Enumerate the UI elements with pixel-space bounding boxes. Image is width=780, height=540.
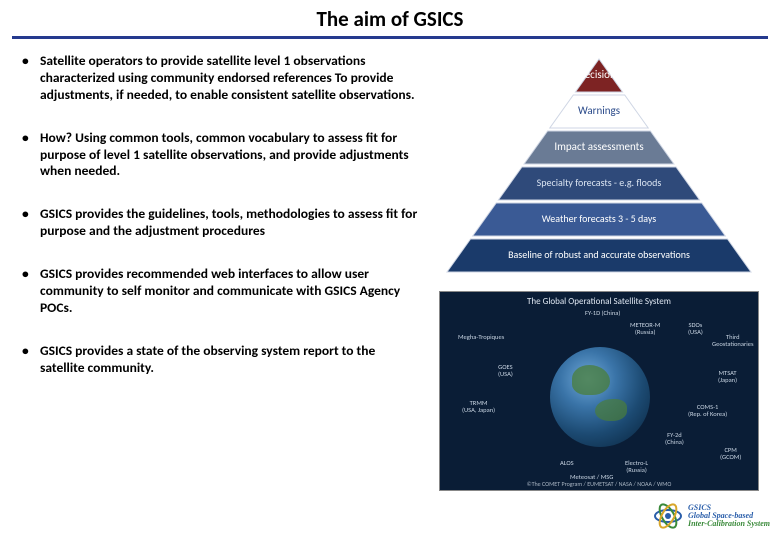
satellite-panel-credit: ©The COMET Program / EUMETSAT / NASA / N… [440,480,758,488]
satellite-label: Meteosat / MSG [570,474,613,481]
satellite-label: Megha-Tropiques [458,334,504,341]
bullet-item: •Satellite operators to provide satellit… [22,53,420,104]
bullet-dot-icon: • [22,343,40,377]
pyramid-diagram: Decisions Warnings Impact assessments Speci… [439,53,759,283]
bullet-item: •GSICS provides recommended web interfac… [22,266,420,317]
satellite-system-panel: The Global Operational Satellite System … [439,291,759,491]
satellite-label: ALOS [560,460,574,467]
svg-text:Baseline of robust and accurat: Baseline of robust and accurate observat… [508,248,690,261]
satellite-label: COMS-1(Rep. of Korea) [688,404,727,418]
satellite-label: MTSAT(Japan) [718,370,737,384]
logo-line3: Inter-Calibration System [688,520,770,528]
satellite-label: TRMM(USA, Japan) [462,400,495,414]
satellite-label: ThirdGeostationaries [712,334,754,348]
bullet-item: •GSICS provides the guidelines, tools, m… [22,206,420,240]
graphics-column: Decisions Warnings Impact assessments Speci… [430,53,780,491]
satellite-panel-title: The Global Operational Satellite System [440,296,758,307]
gsics-logo: GSICS Global Space-based Inter-Calibrati… [652,500,770,532]
bullet-text: GSICS provides the guidelines, tools, me… [40,206,420,240]
earth-icon [550,347,650,447]
bullet-text: Satellite operators to provide satellite… [40,53,420,104]
bullet-text: How? Using common tools, common vocabula… [40,130,420,181]
satellite-label: SDOs(USA) [688,322,703,336]
satellite-label: Electro-L(Russia) [625,460,648,474]
bullet-dot-icon: • [22,130,40,181]
bullet-dot-icon: • [22,53,40,104]
satellite-label: CPM(GCOM) [720,447,741,461]
bullet-dot-icon: • [22,206,40,240]
bullet-item: •GSICS provides a state of the observing… [22,343,420,377]
svg-text:Warnings: Warnings [578,104,620,117]
satellite-label: FY-1D (China) [585,310,620,317]
bullet-text: GSICS provides recommended web interface… [40,266,420,317]
bullet-dot-icon: • [22,266,40,317]
svg-text:Decisions: Decisions [578,68,620,81]
bullet-item: •How? Using common tools, common vocabul… [22,130,420,181]
satellite-label: FY-2d(China) [665,432,684,446]
bullet-list: •Satellite operators to provide satellit… [0,53,430,491]
logo-rings-icon [652,500,684,532]
bullet-text: GSICS provides a state of the observing … [40,343,420,377]
svg-text:Weather forecasts 3 - 5 days: Weather forecasts 3 - 5 days [542,212,657,225]
satellite-label: GOES(USA) [498,364,513,378]
satellite-label: METEOR-M(Russia) [630,322,660,336]
slide-title: The aim of GSICS [0,6,780,32]
svg-text:Specialty forecasts - e.g. fl: Specialty forecasts - e.g. floods [537,176,662,189]
svg-text:Impact assessments: Impact assessments [554,140,643,153]
